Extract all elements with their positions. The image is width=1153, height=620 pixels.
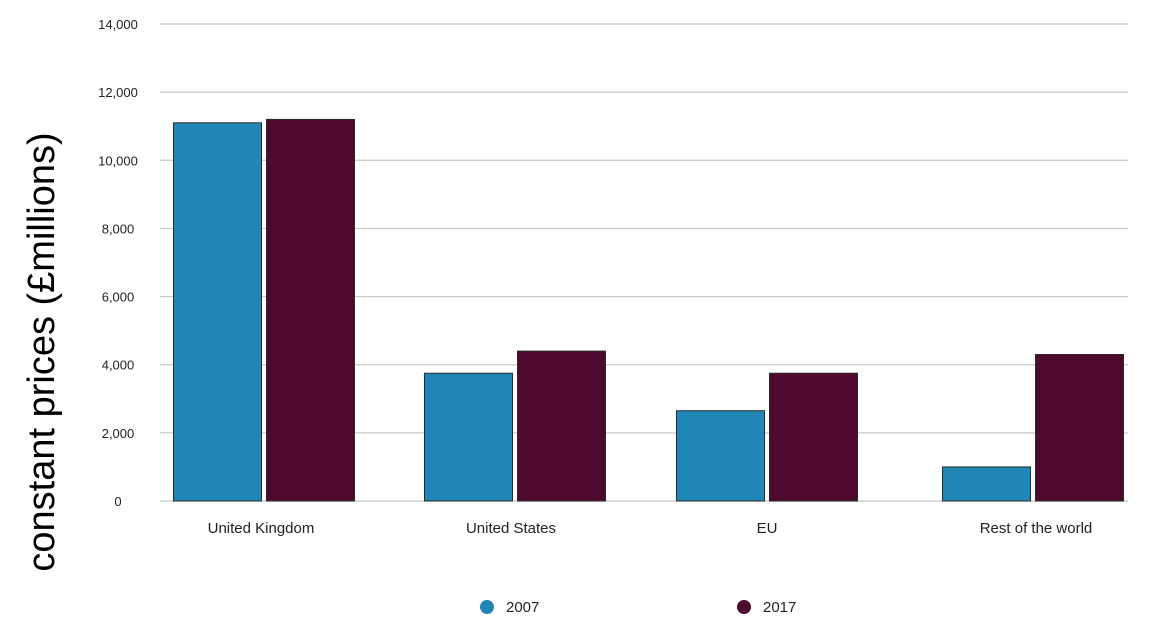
x-tick-label: Rest of the world — [980, 520, 1093, 537]
x-axis-ticks: United Kingdom United States EU Rest of the… — [208, 520, 1093, 537]
legend-marker-2007 — [480, 600, 494, 614]
bar-2017-eu — [769, 372, 858, 502]
bars — [173, 118, 1124, 502]
bar-2007-united-states — [424, 372, 513, 502]
y-tick-label: 4,000 — [102, 358, 135, 373]
x-tick-label: EU — [757, 520, 778, 537]
y-tick-label: 8,000 — [102, 221, 135, 236]
y-tick-label: 10,000 — [98, 153, 138, 168]
y-axis-ticks: 0 2,000 4,000 6,000 8,000 10,000 12,000 14,000 — [98, 17, 138, 509]
y-tick-label: 6,000 — [102, 290, 135, 305]
bar-2007-united-kingdom — [173, 122, 262, 502]
bar-2017-rest-of-the-world — [1035, 353, 1124, 502]
y-tick-label: 12,000 — [98, 85, 138, 100]
y-axis-label: constant prices (£millions) — [21, 132, 63, 571]
x-tick-label: United Kingdom — [208, 520, 315, 537]
y-tick-label: 0 — [114, 494, 121, 509]
legend-label-2007: 2007 — [506, 599, 539, 616]
legend: 2007 2017 — [480, 599, 796, 616]
bar-2007-rest-of-the-world — [942, 466, 1031, 502]
bar-2007-eu — [676, 410, 765, 502]
y-tick-label: 2,000 — [102, 426, 135, 441]
x-tick-label: United States — [466, 520, 556, 537]
y-tick-label: 14,000 — [98, 17, 138, 32]
legend-marker-2017 — [737, 600, 751, 614]
bar-2017-united-kingdom — [266, 118, 355, 502]
legend-label-2017: 2017 — [763, 599, 796, 616]
bar-2017-united-states — [517, 350, 606, 502]
